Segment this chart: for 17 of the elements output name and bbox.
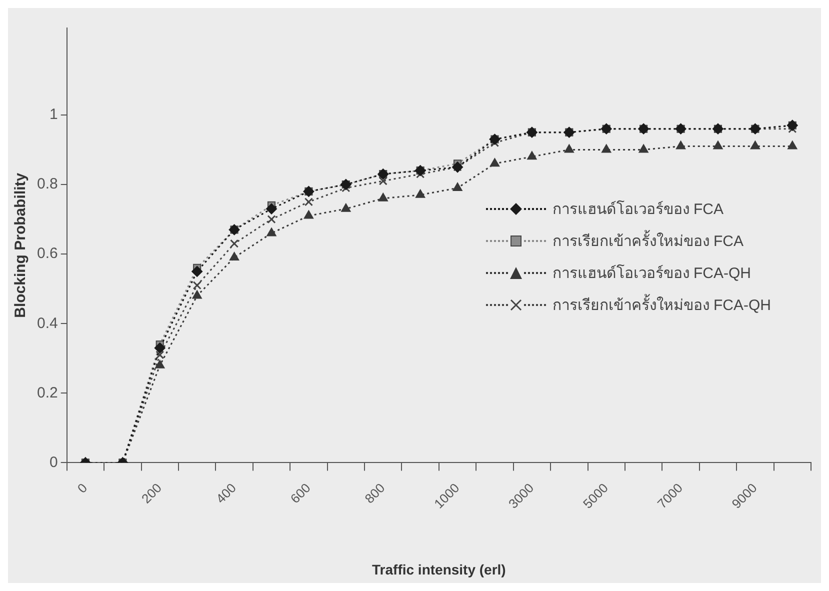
- y-axis-title: Blocking Probability: [12, 172, 30, 318]
- y-tick-label: 0.2: [36, 384, 58, 402]
- x-tick-label: 600: [287, 480, 314, 506]
- y-tick-label: 0: [50, 454, 58, 471]
- x-tick-label: 200: [138, 480, 165, 506]
- x-axis-title: Traffic intensity (erl): [372, 561, 506, 578]
- legend-label: การเรียกเข้าครั้งใหม่ของ FCA-QH: [552, 293, 771, 316]
- y-tick-label: 1: [50, 106, 58, 124]
- legend-label: การเรียกเข้าครั้งใหม่ของ FCA: [552, 229, 744, 252]
- legend-label: การแฮนด์โอเวอร์ของ FCA: [552, 199, 724, 220]
- legend-label: การแฮนด์โอเวอร์ของ FCA-QH: [552, 263, 751, 284]
- x-tick-label: 0: [74, 480, 90, 496]
- y-tick-label: 0.4: [36, 314, 58, 332]
- x-tick-label: 800: [362, 480, 388, 506]
- y-tick-label: 0.8: [36, 176, 58, 193]
- y-tick-label: 0.6: [36, 245, 58, 262]
- x-tick-label: 400: [212, 480, 239, 506]
